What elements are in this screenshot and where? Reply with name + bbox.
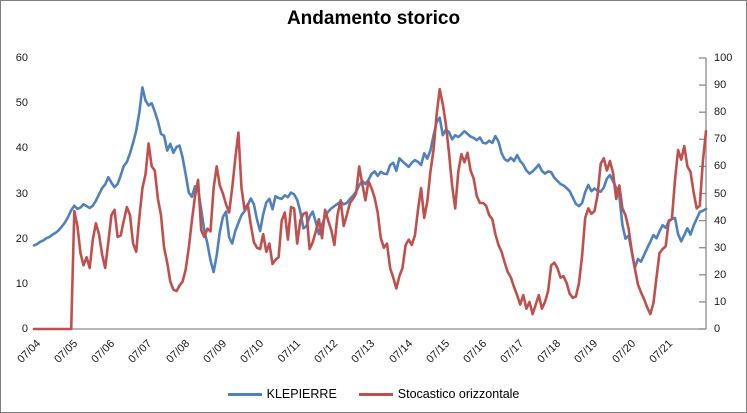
right-axis-label: 100 (714, 52, 733, 64)
right-axis-label: 20 (714, 268, 727, 281)
legend-item-klepierre: KLEPIERRE (227, 387, 337, 401)
right-axis-label: 90 (714, 79, 727, 92)
legend-item-stocastico: Stocastico orizzontale (358, 387, 520, 401)
legend-swatch-stocastico (358, 392, 393, 396)
legend-label-stocastico: Stocastico orizzontale (397, 387, 520, 401)
right-axis-label: 0 (714, 323, 721, 335)
right-axis-label: 80 (714, 106, 727, 119)
right-axis-label: 30 (714, 241, 727, 254)
right-axis-label: 10 (714, 295, 727, 308)
left-axis-label: 30 (15, 187, 28, 200)
right-axis-label: 40 (714, 214, 727, 227)
right-axis-label: 60 (714, 160, 727, 173)
chart-legend: KLEPIERRE Stocastico orizzontale (1, 383, 746, 405)
chart-title: Andamento storico (286, 8, 461, 29)
left-axis-label: 20 (15, 232, 28, 245)
left-axis-label: 50 (15, 97, 28, 110)
right-axis-label: 70 (714, 133, 727, 146)
stocastico-series-line (32, 87, 708, 331)
right-axis-label: 50 (714, 187, 727, 200)
left-axis-label: 60 (15, 52, 28, 64)
legend-label-klepierre: KLEPIERRE (266, 387, 337, 401)
left-axis-label: 40 (15, 142, 28, 155)
left-axis-label: 10 (15, 277, 28, 290)
left-axis-label: 0 (21, 323, 28, 335)
klepierre-series-line (32, 86, 708, 274)
legend-swatch-klepierre (227, 392, 262, 396)
